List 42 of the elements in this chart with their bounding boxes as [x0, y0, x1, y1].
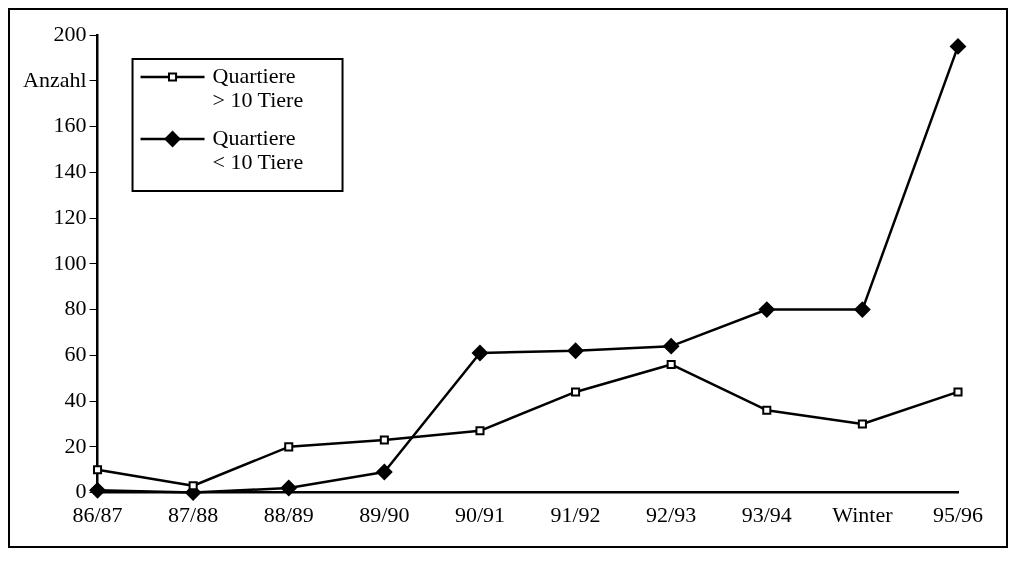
y-tick-label: 80 [64, 295, 87, 321]
point [471, 345, 488, 362]
point [857, 419, 867, 429]
y-tick-label: 100 [53, 249, 87, 275]
point [953, 387, 963, 397]
y-tick-label: 60 [64, 341, 87, 367]
point [89, 482, 106, 499]
point [663, 338, 680, 355]
point [666, 359, 676, 370]
point [188, 481, 198, 491]
y-tick-label: 160 [53, 112, 87, 138]
y-tick-label: 0 [75, 478, 87, 504]
y-tick-label: Anzahl [23, 66, 87, 92]
y-tick-label: 40 [64, 386, 87, 412]
point [475, 426, 485, 436]
point [92, 465, 103, 475]
x-tick-label: 95/96 [932, 501, 984, 527]
point [950, 38, 966, 55]
point [571, 387, 581, 397]
point [280, 480, 297, 497]
y-tick-label: 120 [53, 203, 87, 229]
legend-label: Quartiere > 10 Tiere [212, 62, 304, 112]
x-tick-label: 86/87 [72, 501, 123, 527]
point [284, 442, 294, 452]
x-tick-label: 93/94 [741, 501, 792, 527]
x-tick-label: 87/88 [168, 501, 219, 527]
y-tick-label: 200 [53, 20, 87, 46]
point [379, 435, 389, 445]
point [376, 464, 393, 481]
point [762, 405, 772, 415]
point [758, 301, 775, 318]
x-tick-label: 90/91 [454, 501, 506, 527]
x-tick-label: Winter [832, 501, 894, 527]
point [567, 342, 584, 359]
x-tick-label: 91/92 [550, 501, 601, 527]
x-tick-label: 89/90 [359, 501, 410, 527]
legend-label: Quartiere < 10 Tiere [212, 124, 304, 174]
x-tick-label: 88/89 [263, 501, 314, 527]
x-tick-label: 92/93 [646, 501, 697, 527]
y-tick-label: 140 [53, 158, 87, 184]
point [854, 301, 871, 318]
y-tick-label: 20 [64, 432, 87, 458]
